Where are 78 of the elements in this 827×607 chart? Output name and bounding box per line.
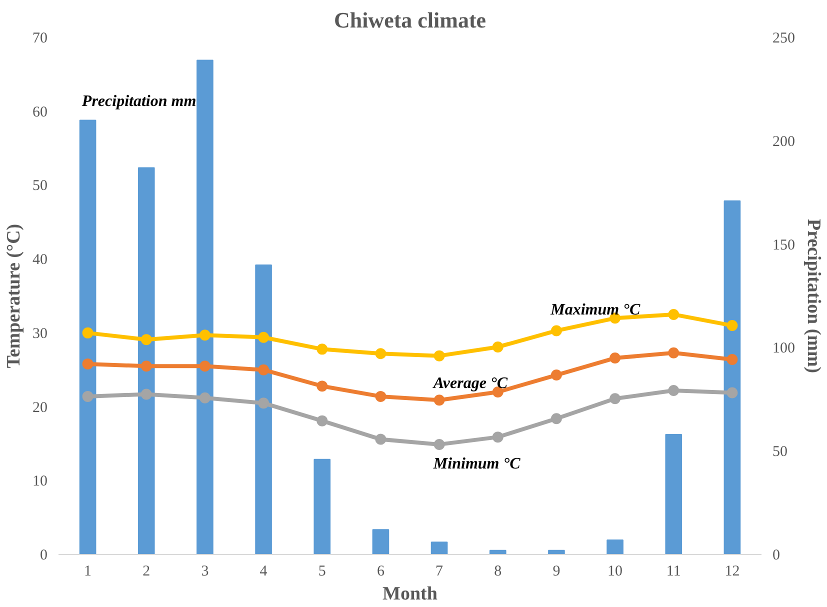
bar xyxy=(724,200,741,554)
y-tick-label: 40 xyxy=(32,252,48,268)
chart-title: Chiweta climate xyxy=(334,8,486,32)
point xyxy=(550,325,562,336)
point xyxy=(82,358,94,370)
point xyxy=(434,350,445,362)
point xyxy=(434,438,445,450)
x-axis-title: Month xyxy=(382,584,438,604)
y2-axis-title: Precipitation (mm) xyxy=(803,218,824,374)
point xyxy=(375,434,386,445)
point xyxy=(668,308,680,320)
point xyxy=(316,415,328,426)
point xyxy=(82,390,94,402)
y2-tick-label: 200 xyxy=(772,134,795,150)
y-tick-label: 70 xyxy=(32,30,48,46)
x-tick-label: 7 xyxy=(436,564,444,580)
point xyxy=(258,364,270,376)
point xyxy=(140,360,152,372)
x-tick-label: 6 xyxy=(376,564,385,580)
point xyxy=(258,332,270,343)
series-label: Minimum °C xyxy=(432,455,521,472)
x-tick-label: 11 xyxy=(666,564,681,580)
y-tick-label: 0 xyxy=(40,548,48,564)
bar xyxy=(79,120,96,554)
y-tick-label: 10 xyxy=(32,474,48,490)
y-tick-label: 20 xyxy=(32,400,48,416)
series-label: Precipitation mm xyxy=(80,93,196,110)
bar xyxy=(665,434,682,554)
y2-tick-label: 0 xyxy=(772,548,780,564)
point xyxy=(199,330,210,341)
point xyxy=(375,348,386,360)
bar xyxy=(314,458,331,554)
x-tick-label: 12 xyxy=(724,564,740,580)
bar xyxy=(606,540,624,554)
x-tick-label: 3 xyxy=(201,564,209,580)
point xyxy=(434,394,445,406)
bar xyxy=(372,529,390,554)
point xyxy=(550,413,562,424)
point xyxy=(726,387,738,398)
point xyxy=(726,354,738,366)
point xyxy=(492,432,504,443)
point xyxy=(199,392,210,404)
x-tick-label: 1 xyxy=(84,564,92,580)
y2-tick-label: 250 xyxy=(772,30,795,46)
series-label: Maximum °C xyxy=(550,302,640,319)
point xyxy=(668,385,680,396)
bar xyxy=(255,264,272,554)
y2-tick-label: 100 xyxy=(772,340,795,357)
y-axis-title: Temperature (°C) xyxy=(4,224,24,368)
point xyxy=(316,344,328,355)
point xyxy=(610,352,621,364)
point xyxy=(316,380,328,392)
point xyxy=(610,393,621,404)
point xyxy=(199,360,210,372)
point xyxy=(140,388,152,400)
x-tick-label: 8 xyxy=(494,564,502,580)
y2-tick-label: 50 xyxy=(772,444,788,460)
point xyxy=(258,398,270,409)
point xyxy=(140,334,152,346)
point xyxy=(668,347,680,358)
bar xyxy=(138,167,155,554)
x-tick-label: 9 xyxy=(552,564,560,580)
x-tick-label: 2 xyxy=(142,564,150,580)
point xyxy=(375,390,386,402)
y-tick-label: 50 xyxy=(32,178,48,194)
x-tick-label: 4 xyxy=(260,564,268,580)
y2-tick-label: 150 xyxy=(772,237,795,254)
series-label: Average °C xyxy=(432,375,508,392)
x-tick-label: 5 xyxy=(318,564,326,580)
x-tick-label: 10 xyxy=(608,564,623,580)
point xyxy=(726,320,738,332)
point xyxy=(82,327,94,338)
y-tick-label: 60 xyxy=(32,104,48,120)
point xyxy=(492,341,504,352)
bar xyxy=(430,542,448,554)
y-tick-label: 30 xyxy=(32,326,48,342)
bar xyxy=(196,60,214,554)
point xyxy=(550,370,562,381)
